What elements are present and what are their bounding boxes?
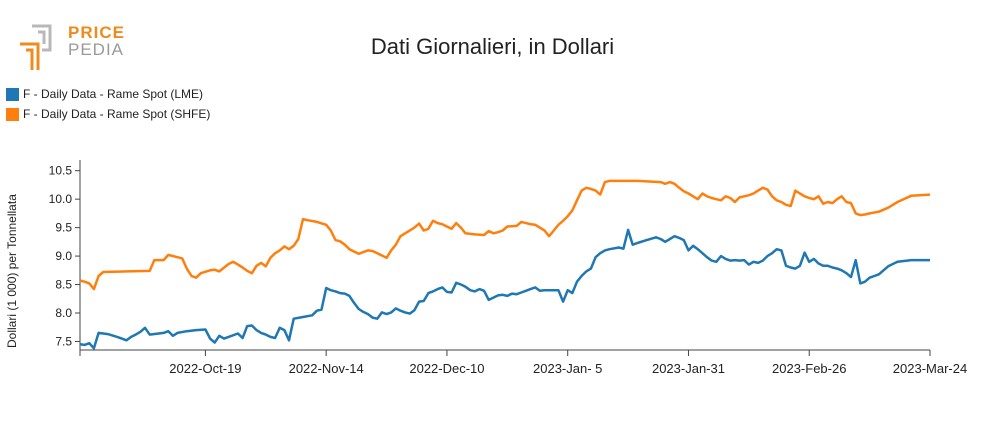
- pricepedia-logo: PRICE PEDIA: [18, 22, 128, 72]
- x-tick-label: 2023-Feb-26: [772, 361, 846, 376]
- x-tick-label: 2022-Nov-14: [289, 361, 364, 376]
- x-tick-label: 2023-Jan-31: [652, 361, 725, 376]
- legend-label-shfe: F - Daily Data - Rame Spot (SHFE): [23, 107, 211, 121]
- x-tick-label: 2023-Jan- 5: [533, 361, 602, 376]
- logo-mark-icon: [20, 24, 52, 70]
- chart-series: [79, 179, 931, 350]
- y-tick-label: 9.5: [55, 221, 72, 235]
- y-tick-label: 9.0: [55, 249, 72, 263]
- legend-swatch-shfe: [6, 107, 19, 121]
- y-tick-label: 10.5: [49, 164, 73, 178]
- logo-price-text: PRICE: [68, 23, 125, 42]
- y-tick-label: 10.0: [49, 192, 73, 206]
- y-tick-label: 8.0: [55, 306, 72, 320]
- legend-item-shfe[interactable]: F - Daily Data - Rame Spot (SHFE): [6, 104, 210, 124]
- legend-swatch-lme: [6, 87, 19, 101]
- series-line-lme: [79, 228, 930, 350]
- y-tick-label: 8.5: [55, 278, 72, 292]
- x-tick-label: 2023-Mar-24: [893, 361, 967, 376]
- chart-title: Dati Giornalieri, in Dollari: [370, 34, 615, 59]
- logo-pedia-text: PEDIA: [68, 40, 125, 59]
- legend-item-lme[interactable]: F - Daily Data - Rame Spot (LME): [6, 84, 210, 104]
- x-tick-label: 2022-Dec-10: [409, 361, 484, 376]
- chart-axes: 7.5 8.0 8.5 9.0 9.5 10.0 10.5 2022-Oct-19 2022-N…: [49, 160, 967, 376]
- x-tick-label: 2022-Oct-19: [169, 361, 241, 376]
- legend-label-lme: F - Daily Data - Rame Spot (LME): [23, 87, 204, 101]
- y-tick-label: 7.5: [55, 334, 72, 348]
- chart-legend: F - Daily Data - Rame Spot (LME) F - Dai…: [6, 84, 210, 124]
- series-line-shfe: [79, 179, 931, 291]
